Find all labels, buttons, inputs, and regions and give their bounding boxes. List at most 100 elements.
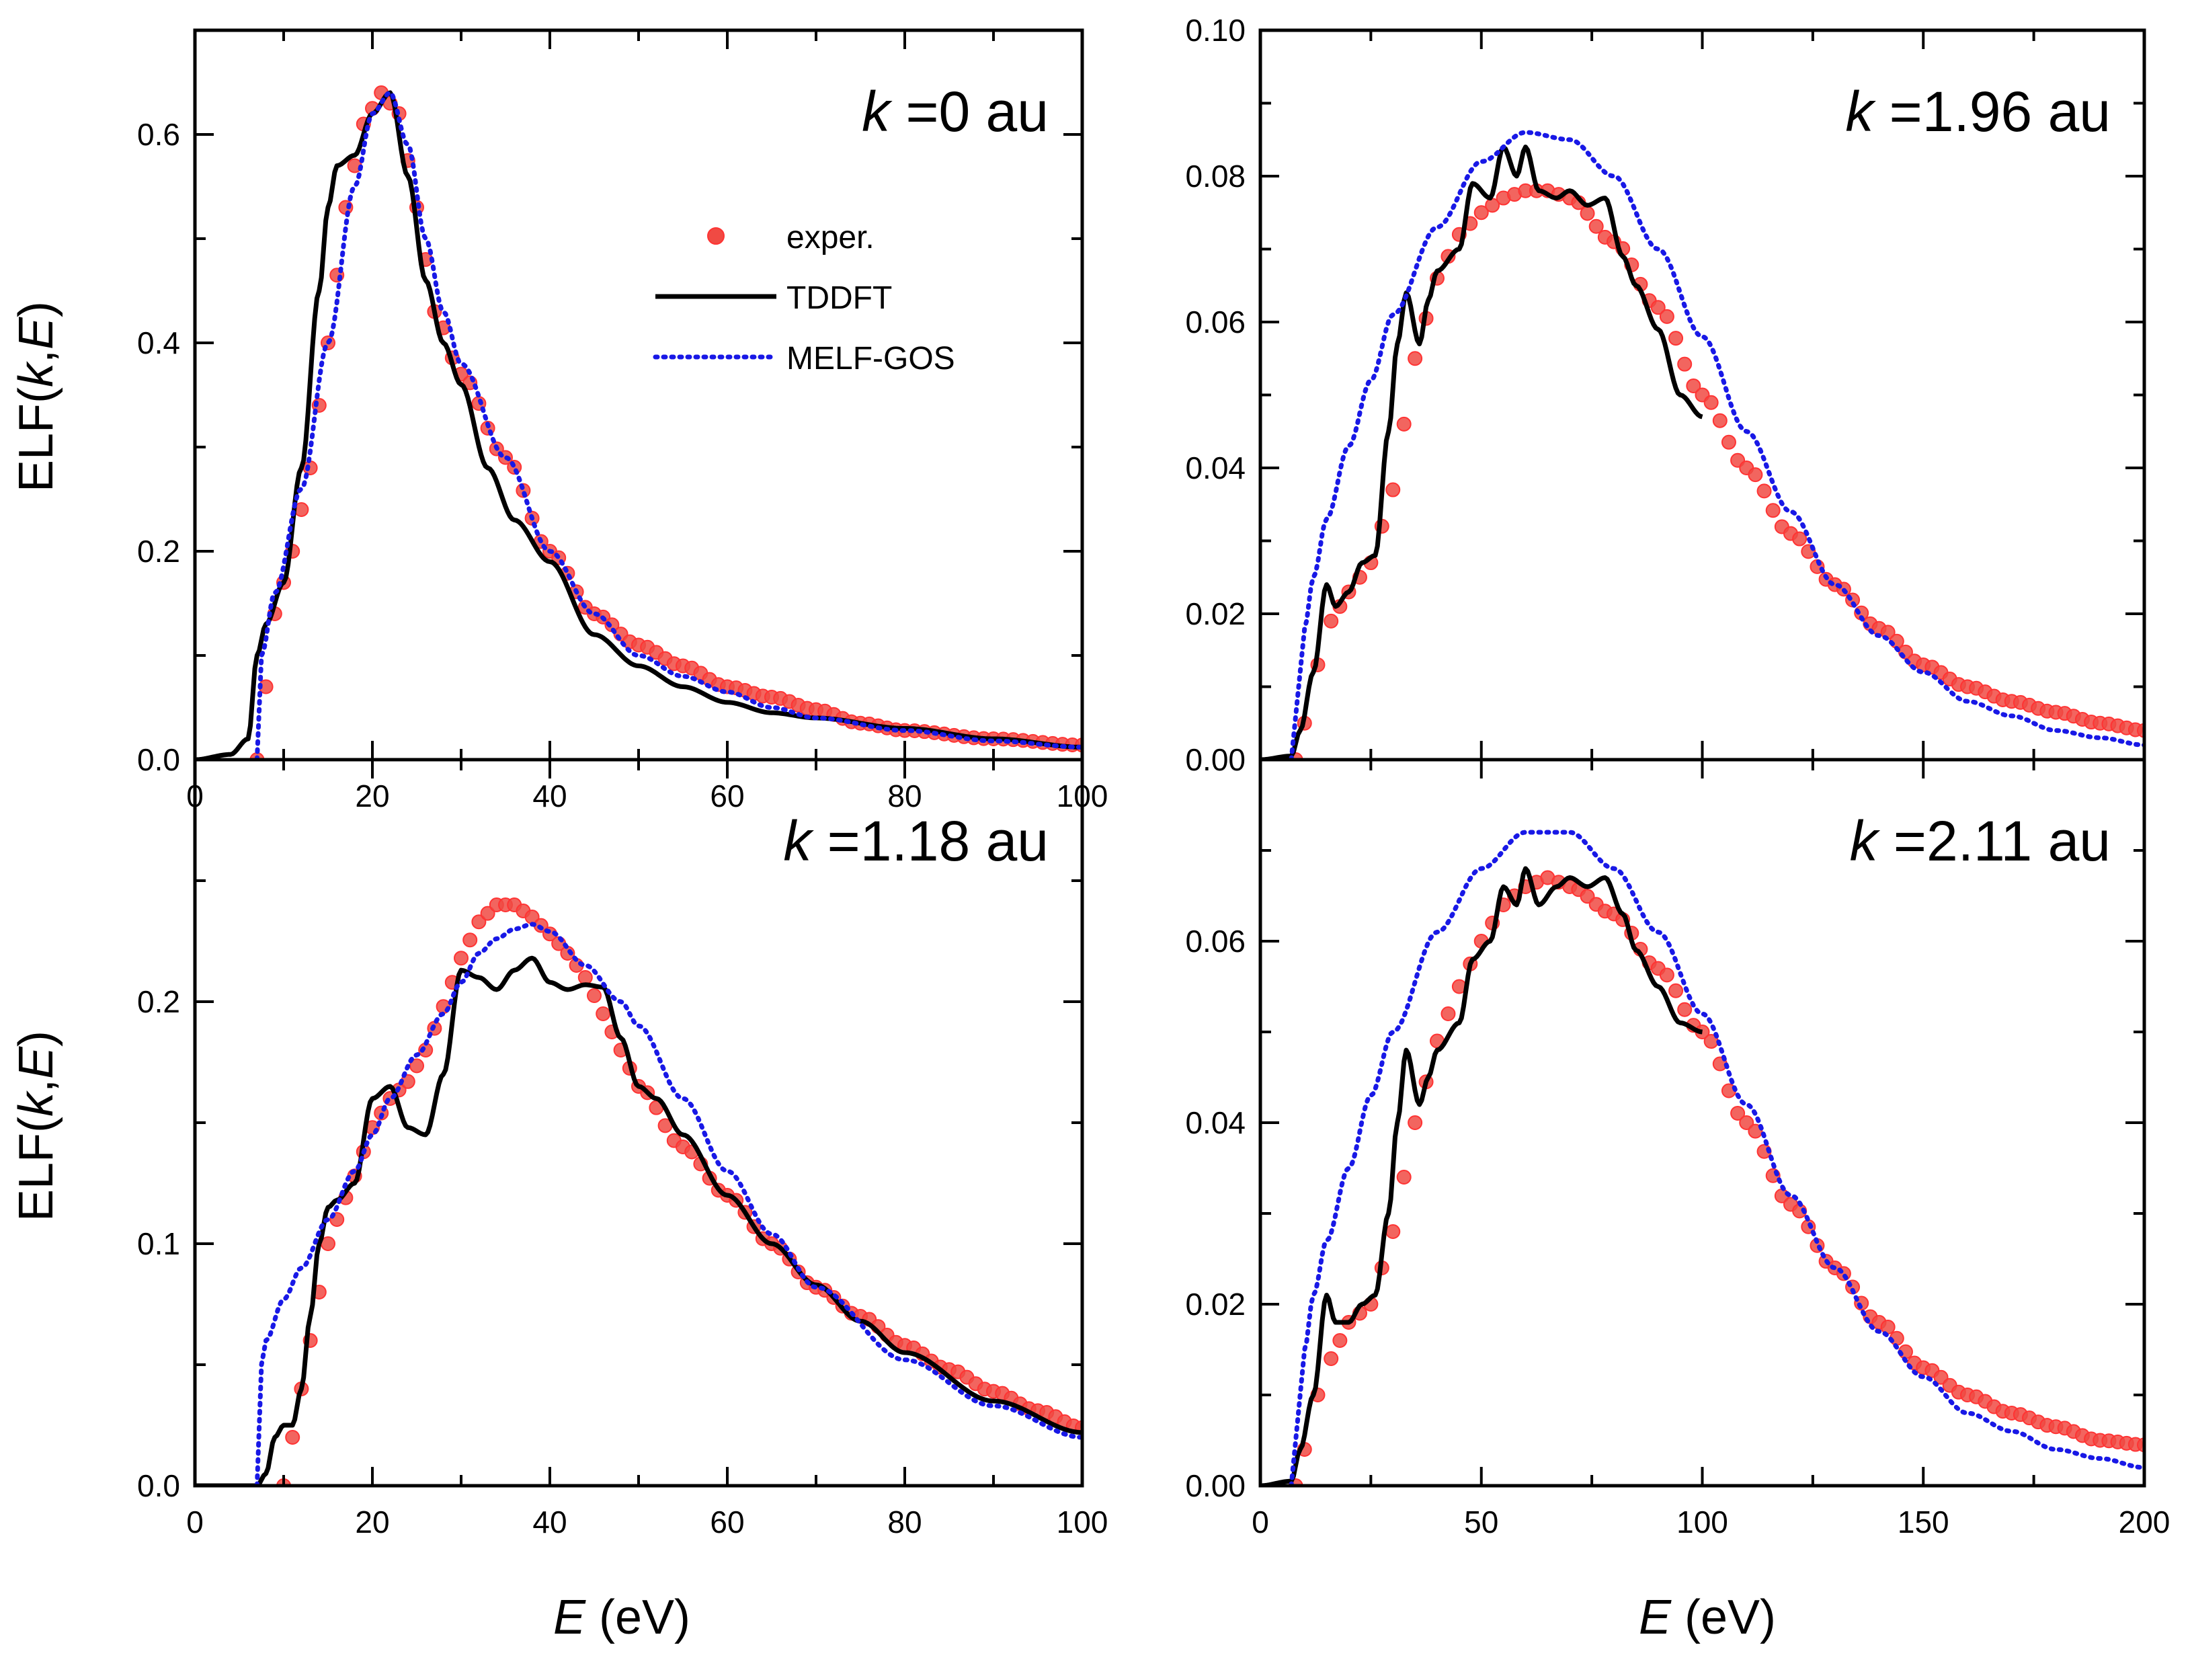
series-tddft-top-right xyxy=(1260,145,1703,760)
x-tick-label: 80 xyxy=(887,778,922,813)
exper-marker xyxy=(1580,206,1595,221)
plot-area-bottom-right xyxy=(1260,830,2144,1486)
x-tick-label: 100 xyxy=(1676,1505,1728,1539)
x-tick-label: 80 xyxy=(887,1505,922,1539)
series-tddft-bottom-right xyxy=(1260,866,1703,1486)
series-exper-bottom-left xyxy=(276,897,1082,1486)
plot-area-bottom-left xyxy=(195,897,1082,1486)
y-axis-title-bottom: ELF(k,E) xyxy=(9,1031,63,1222)
series-melf-bottom-right xyxy=(1289,830,2144,1486)
series-exper-top-right xyxy=(1288,183,2144,760)
melf-line xyxy=(254,922,1082,1486)
y-tick-label: 0.02 xyxy=(1185,1287,1246,1322)
y-tick-label: 0.1 xyxy=(137,1226,180,1261)
exper-marker xyxy=(454,951,469,966)
exper-marker xyxy=(1385,482,1401,497)
exper-marker xyxy=(1396,1170,1412,1185)
exper-marker xyxy=(1880,1320,1896,1335)
exper-marker xyxy=(1396,416,1412,432)
panel-label-k: k xyxy=(1850,809,1881,873)
panel-label-value: =0 au xyxy=(890,80,1049,143)
exper-marker xyxy=(1668,331,1684,346)
panel-label: k =2.11 au xyxy=(1850,809,2111,873)
panel-bottom-left: 0.0 0.1 0.2 0 20 40 60 80 100 k =1.18 au xyxy=(137,758,1108,1539)
legend-label-melf: MELF-GOS xyxy=(786,341,955,376)
exper-marker xyxy=(471,914,487,930)
tddft-line xyxy=(1260,145,1703,760)
x-tick-label: 100 xyxy=(1057,1505,1108,1539)
series-melf-top-right xyxy=(1289,130,2144,760)
exper-marker xyxy=(1650,300,1666,315)
panels: 0.0 0.2 0.4 0.6 0 20 40 60 80 100 k =0 au exper. TDD… xyxy=(137,13,2170,1539)
exper-marker xyxy=(1756,483,1772,499)
exper-marker xyxy=(1712,413,1728,428)
y-tick-label: 0.00 xyxy=(1185,1468,1246,1503)
x-tick-label: 50 xyxy=(1464,1505,1498,1539)
panel-label: k =1.18 au xyxy=(783,809,1049,873)
x-axis-title-right: E (eV) xyxy=(1639,1591,1776,1644)
exper-marker xyxy=(1659,309,1674,324)
plot-area-top-left xyxy=(195,85,1082,760)
panel-label-k: k xyxy=(1845,80,1876,143)
y-tick-label: 0.02 xyxy=(1185,596,1246,631)
y-tick-label: 0.06 xyxy=(1185,924,1246,959)
exper-marker xyxy=(1730,1105,1746,1121)
exper-marker xyxy=(596,1006,611,1021)
exper-marker xyxy=(1332,1333,1348,1348)
x-tick-label: 40 xyxy=(532,778,567,813)
panel-label: k =0 au xyxy=(862,80,1049,143)
exper-marker xyxy=(1748,467,1763,483)
exper-marker xyxy=(1385,1224,1401,1239)
y-tick-label: 0.10 xyxy=(1185,13,1246,48)
x-tick-label: 20 xyxy=(355,1505,389,1539)
exper-marker xyxy=(1588,218,1604,234)
y-tick-label: 0.04 xyxy=(1185,450,1246,485)
y-tick-label: 0.6 xyxy=(137,117,180,152)
exper-marker xyxy=(1324,613,1339,629)
exper-marker xyxy=(1703,395,1719,410)
x-tick-label: 200 xyxy=(2119,1505,2170,1539)
exper-marker xyxy=(1721,434,1736,450)
panel-label-value: =2.11 au xyxy=(1878,809,2111,873)
x-tick-label: 60 xyxy=(710,778,744,813)
x-tick-label: 0 xyxy=(1252,1505,1269,1539)
y-axis-title-top: ELF(k,E) xyxy=(9,301,63,492)
exper-marker xyxy=(1324,1351,1339,1366)
exper-marker xyxy=(1677,356,1693,372)
exper-marker xyxy=(285,1430,300,1445)
series-exper-bottom-right xyxy=(1288,870,2144,1486)
exper-marker xyxy=(577,970,593,985)
exper-marker xyxy=(587,988,602,1003)
exper-marker xyxy=(1686,378,1701,393)
plot-area-top-right xyxy=(1260,130,2144,760)
y-tick-label: 0.08 xyxy=(1185,159,1246,194)
exper-marker xyxy=(1440,1006,1456,1021)
x-tick-label: 40 xyxy=(532,1505,567,1539)
y-tick-label: 0.0 xyxy=(137,742,180,777)
panel-bottom-right: 0.00 0.02 0.04 0.06 0 50 100 150 200 k =2.11 au xyxy=(1185,758,2170,1539)
x-tick-label: 150 xyxy=(1898,1505,1949,1539)
exper-marker xyxy=(1408,1115,1423,1130)
legend: exper. TDDFT MELF-GOS xyxy=(653,220,955,376)
exper-marker xyxy=(1677,1002,1693,1017)
y-tick-label: 0.04 xyxy=(1185,1105,1246,1140)
exper-marker xyxy=(1408,351,1423,366)
x-axis-title-left: E (eV) xyxy=(553,1591,690,1644)
melf-line xyxy=(1289,830,2144,1486)
y-tick-label: 0.4 xyxy=(137,325,180,360)
melf-line xyxy=(254,89,1082,760)
legend-label-tddft: TDDFT xyxy=(786,280,892,316)
x-tick-label: 20 xyxy=(355,778,389,813)
legend-marker-exper xyxy=(707,227,725,245)
x-tick-label: 60 xyxy=(710,1505,744,1539)
series-exper-top-left xyxy=(249,85,1082,760)
panel-label-k: k xyxy=(862,80,893,143)
y-tick-label: 0.2 xyxy=(137,984,180,1019)
series-tddft-top-left xyxy=(195,90,1082,760)
x-tick-label: 0 xyxy=(186,1505,204,1539)
y-tick-label: 0.00 xyxy=(1185,742,1246,777)
panel-top-right: 0.00 0.02 0.04 0.06 0.08 0.10 k =1.96 au xyxy=(1185,13,2146,777)
series-melf-bottom-left xyxy=(254,922,1082,1486)
